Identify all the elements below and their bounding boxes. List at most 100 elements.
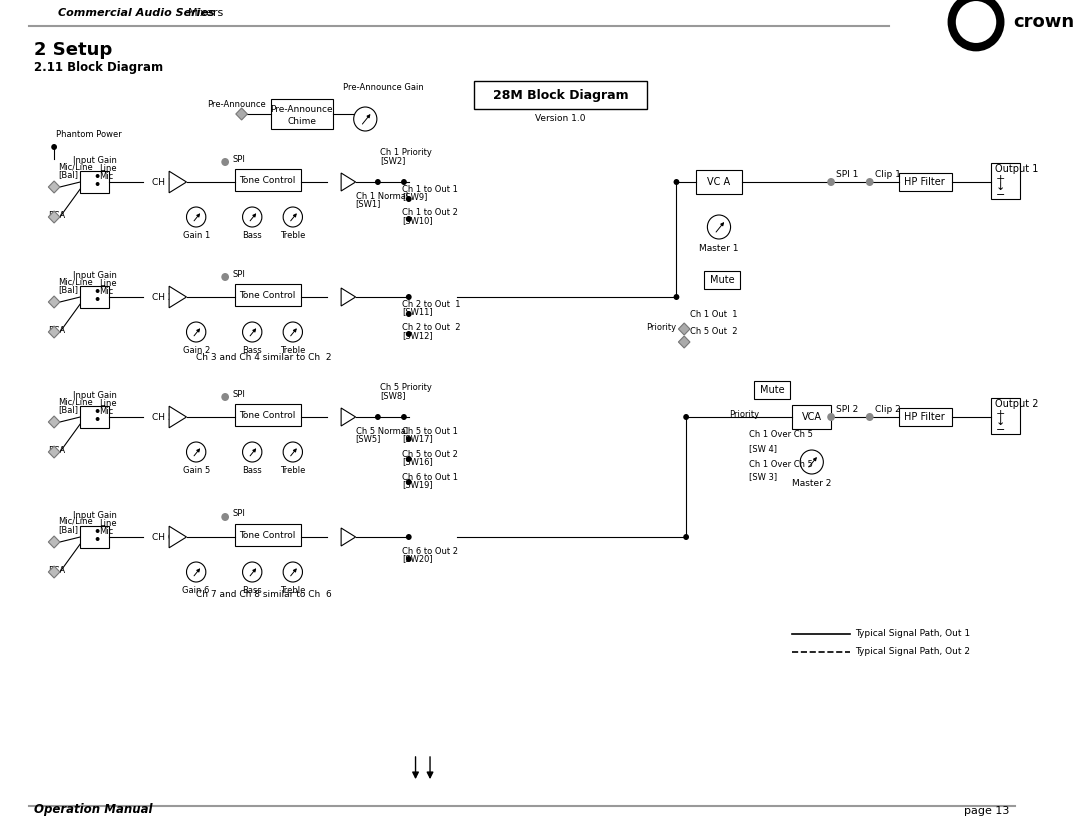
Polygon shape <box>49 536 59 548</box>
Circle shape <box>827 178 835 186</box>
Text: Treble: Treble <box>280 231 306 240</box>
Circle shape <box>401 414 407 420</box>
Circle shape <box>674 179 679 185</box>
Polygon shape <box>341 288 355 306</box>
Text: Ch 6 to Out 2: Ch 6 to Out 2 <box>402 547 458 556</box>
Circle shape <box>406 534 411 540</box>
Circle shape <box>674 294 679 300</box>
Circle shape <box>406 311 411 317</box>
Text: Mixers: Mixers <box>188 8 224 18</box>
Text: RCA: RCA <box>49 566 66 575</box>
Text: Ch 1 Over Ch 5: Ch 1 Over Ch 5 <box>748 460 813 469</box>
Text: Priority: Priority <box>729 409 759 419</box>
Text: Ch 1 to Out 1: Ch 1 to Out 1 <box>402 185 458 194</box>
Circle shape <box>187 322 206 342</box>
Text: Line: Line <box>99 279 117 288</box>
Text: [SW 4]: [SW 4] <box>748 445 777 454</box>
Text: SPI: SPI <box>233 510 246 519</box>
Circle shape <box>707 215 730 239</box>
Text: Ch 5 to Out 2: Ch 5 to Out 2 <box>402 450 458 459</box>
Text: [Bal]: [Bal] <box>58 405 78 414</box>
Text: RCA: RCA <box>49 446 66 455</box>
Text: RCA: RCA <box>49 326 66 335</box>
Circle shape <box>406 196 411 202</box>
Text: Ch 5 Priority: Ch 5 Priority <box>380 383 432 392</box>
Text: [SW8]: [SW8] <box>380 391 405 400</box>
Circle shape <box>406 436 411 442</box>
Circle shape <box>96 182 99 186</box>
Text: Mic/Line: Mic/Line <box>58 517 93 526</box>
Circle shape <box>949 0 1003 50</box>
Text: [SW19]: [SW19] <box>402 480 433 489</box>
Circle shape <box>406 331 411 337</box>
Text: Bass: Bass <box>242 586 262 595</box>
Text: Ch 2 to Out  2: Ch 2 to Out 2 <box>402 323 460 332</box>
Text: SPI: SPI <box>233 389 246 399</box>
Text: ↓: ↓ <box>996 182 1004 192</box>
Circle shape <box>353 107 377 131</box>
Circle shape <box>684 534 689 540</box>
Polygon shape <box>49 181 59 193</box>
Circle shape <box>283 562 302 582</box>
Text: Version 1.0: Version 1.0 <box>536 114 585 123</box>
Text: Mic/Line: Mic/Line <box>58 397 93 406</box>
Text: 2 Setup: 2 Setup <box>33 41 112 59</box>
Text: Chime: Chime <box>287 117 316 125</box>
Text: Gain 2: Gain 2 <box>183 346 210 355</box>
Circle shape <box>283 322 302 342</box>
Circle shape <box>243 562 261 582</box>
Circle shape <box>684 414 689 420</box>
Text: Pre-Announce: Pre-Announce <box>270 104 333 113</box>
Text: Input Gain: Input Gain <box>72 511 117 520</box>
Text: Gain 5: Gain 5 <box>183 466 210 475</box>
Polygon shape <box>49 446 59 458</box>
Circle shape <box>96 174 99 178</box>
Circle shape <box>866 178 874 186</box>
Circle shape <box>401 179 407 185</box>
FancyBboxPatch shape <box>271 99 334 129</box>
Text: [SW20]: [SW20] <box>402 554 433 563</box>
Circle shape <box>96 537 99 541</box>
Text: Output 2: Output 2 <box>996 399 1039 409</box>
FancyBboxPatch shape <box>234 404 300 426</box>
Text: [SW12]: [SW12] <box>402 331 433 340</box>
Text: Input Gain: Input Gain <box>72 391 117 400</box>
Text: Priority: Priority <box>646 323 676 331</box>
Text: +: + <box>996 409 1004 419</box>
Text: Mute: Mute <box>710 275 734 285</box>
Text: Commercial Audio Series: Commercial Audio Series <box>58 8 215 18</box>
Circle shape <box>96 289 99 293</box>
Text: Mute: Mute <box>760 385 784 395</box>
Circle shape <box>406 216 411 222</box>
FancyBboxPatch shape <box>899 408 951 426</box>
Text: Pre-Announce: Pre-Announce <box>207 99 266 108</box>
Text: Operation Manual: Operation Manual <box>33 803 152 816</box>
Text: Line: Line <box>99 519 117 528</box>
Text: [SW10]: [SW10] <box>402 216 433 225</box>
Text: +: + <box>996 174 1004 184</box>
Text: Clip 2: Clip 2 <box>875 404 901 414</box>
Text: [SW17]: [SW17] <box>402 434 433 443</box>
Circle shape <box>187 562 206 582</box>
Circle shape <box>406 479 411 485</box>
Text: Typical Signal Path, Out 1: Typical Signal Path, Out 1 <box>855 630 970 639</box>
Text: ↓: ↓ <box>996 417 1004 427</box>
Text: Ch 1 Priority: Ch 1 Priority <box>380 148 432 157</box>
FancyBboxPatch shape <box>234 524 300 546</box>
Text: [SW11]: [SW11] <box>402 307 433 316</box>
Polygon shape <box>678 323 690 335</box>
Text: Ch 1 to Out 2: Ch 1 to Out 2 <box>402 208 458 217</box>
Circle shape <box>827 413 835 421</box>
FancyBboxPatch shape <box>234 284 300 306</box>
Text: HP Filter: HP Filter <box>904 177 945 187</box>
Text: CH 6: CH 6 <box>151 532 173 541</box>
Text: Ch 6 to Out 1: Ch 6 to Out 1 <box>402 473 458 482</box>
Text: VC A: VC A <box>707 177 730 187</box>
FancyBboxPatch shape <box>793 405 832 429</box>
Text: Ch 7 and Ch 8 similar to Ch  6: Ch 7 and Ch 8 similar to Ch 6 <box>197 590 332 599</box>
Text: [Bal]: [Bal] <box>58 525 78 534</box>
Circle shape <box>96 409 99 413</box>
Text: Ch 2 to Out  1: Ch 2 to Out 1 <box>402 300 460 309</box>
Circle shape <box>96 297 99 301</box>
Circle shape <box>243 322 261 342</box>
